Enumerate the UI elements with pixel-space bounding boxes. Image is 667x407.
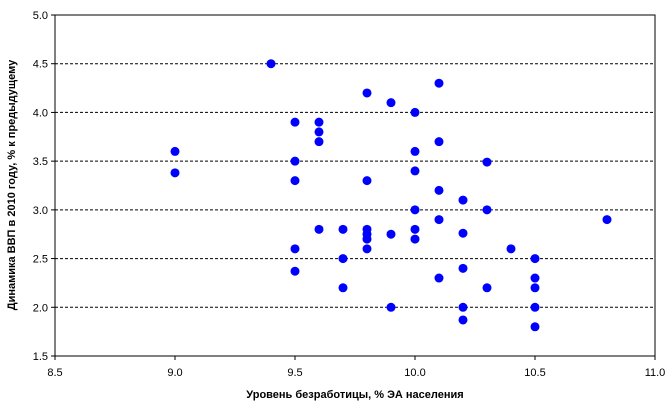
- data-point: [530, 273, 540, 283]
- data-point: [290, 266, 300, 276]
- y-tick-label: 4.0: [33, 107, 48, 119]
- data-point: [338, 224, 348, 234]
- data-point: [170, 146, 180, 156]
- data-point: [386, 302, 396, 312]
- data-point: [290, 156, 300, 166]
- data-point: [362, 244, 372, 254]
- gridlines: [55, 63, 655, 308]
- data-point: [530, 283, 540, 293]
- y-tick-label: 2.5: [33, 254, 48, 266]
- data-point: [506, 244, 516, 254]
- y-tick-label: 4.5: [33, 59, 48, 71]
- data-point: [410, 146, 420, 156]
- data-point: [314, 117, 324, 127]
- data-point: [410, 205, 420, 215]
- data-point: [434, 215, 444, 225]
- data-point: [434, 273, 444, 283]
- x-tick-label: 10.5: [524, 367, 545, 379]
- data-point: [290, 176, 300, 186]
- x-tick-label: 11.0: [645, 367, 666, 379]
- data-point: [434, 78, 444, 88]
- y-tick-label: 1.5: [33, 351, 48, 363]
- x-axis: 8.5 9.0 9.5 10.0 10.5 11.0: [47, 356, 665, 379]
- data-point: [434, 137, 444, 147]
- data-point: [386, 229, 396, 239]
- data-point: [410, 166, 420, 176]
- data-point: [386, 98, 396, 108]
- data-point: [458, 228, 468, 238]
- data-point: [362, 88, 372, 98]
- data-point: [530, 322, 540, 332]
- data-point: [266, 59, 276, 69]
- data-point: [290, 117, 300, 127]
- data-point: [290, 244, 300, 254]
- data-point: [482, 283, 492, 293]
- x-tick-label: 8.5: [47, 367, 62, 379]
- data-point: [314, 137, 324, 147]
- data-point: [458, 302, 468, 312]
- x-tick-label: 10.0: [404, 367, 425, 379]
- data-point: [314, 224, 324, 234]
- data-point: [338, 283, 348, 293]
- data-point: [482, 205, 492, 215]
- plot-area-border: [54, 14, 656, 357]
- y-tick-label: 5.0: [33, 10, 48, 22]
- data-point: [170, 168, 180, 178]
- y-tick-label: 3.0: [33, 205, 48, 217]
- data-points: [170, 59, 612, 332]
- data-point: [314, 127, 324, 137]
- y-tick-label: 3.5: [33, 156, 48, 168]
- y-tick-label: 2.0: [33, 302, 48, 314]
- data-point: [362, 234, 372, 244]
- y-axis: 1.5 2.0 2.5 3.0 3.5 4.0 4.5 5.0: [33, 10, 55, 363]
- data-point: [338, 254, 348, 264]
- data-point: [410, 107, 420, 117]
- data-point: [362, 176, 372, 186]
- data-point: [410, 234, 420, 244]
- x-tick-label: 9.5: [287, 367, 302, 379]
- data-point: [458, 263, 468, 273]
- y-axis-title: Динамика ВВП в 2010 году, % к предыдущем…: [6, 59, 18, 310]
- x-tick-label: 9.0: [167, 367, 182, 379]
- data-point: [530, 302, 540, 312]
- data-point: [410, 224, 420, 234]
- data-point: [458, 195, 468, 205]
- data-point: [434, 185, 444, 195]
- x-axis-title: Уровень безработицы, % ЭА населения: [246, 389, 463, 401]
- data-point: [458, 315, 468, 325]
- data-point: [482, 157, 492, 167]
- data-point: [530, 254, 540, 264]
- data-point: [602, 215, 612, 225]
